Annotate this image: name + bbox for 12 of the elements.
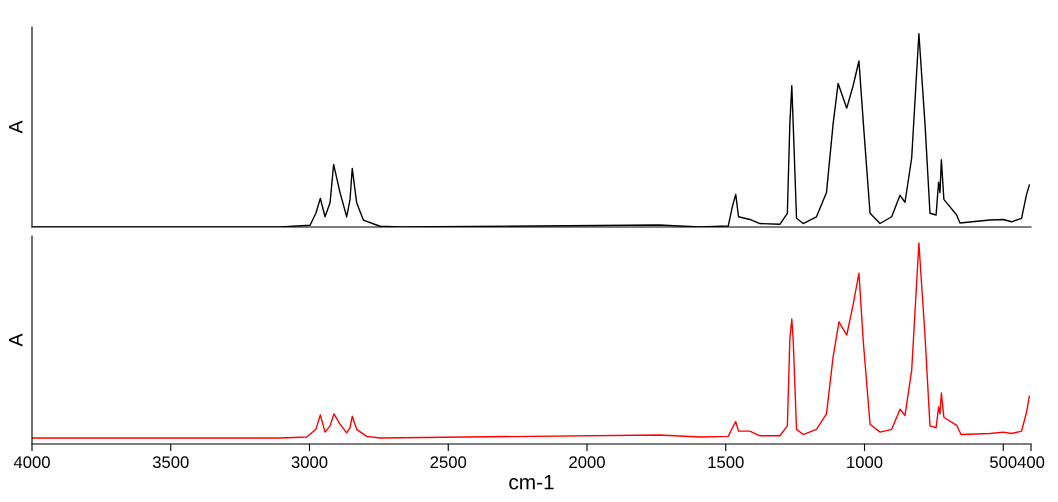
x-tick-label: 1500 bbox=[708, 456, 744, 469]
x-tick-label: 3500 bbox=[152, 456, 189, 469]
x-tick-label: 500 bbox=[990, 456, 1017, 469]
x-tick-label: 3000 bbox=[291, 456, 328, 469]
y-axis-title: A bbox=[9, 333, 23, 347]
x-tick-label: 400 bbox=[1017, 456, 1045, 469]
x-axis-title: cm-1 bbox=[509, 474, 554, 490]
x-tick-label: 1000 bbox=[847, 456, 883, 469]
x-tick-label: 4000 bbox=[13, 456, 50, 469]
y-axis-title: A bbox=[9, 120, 23, 134]
x-tick-label: 2000 bbox=[569, 456, 605, 469]
x-tick-label: 2500 bbox=[430, 456, 467, 469]
